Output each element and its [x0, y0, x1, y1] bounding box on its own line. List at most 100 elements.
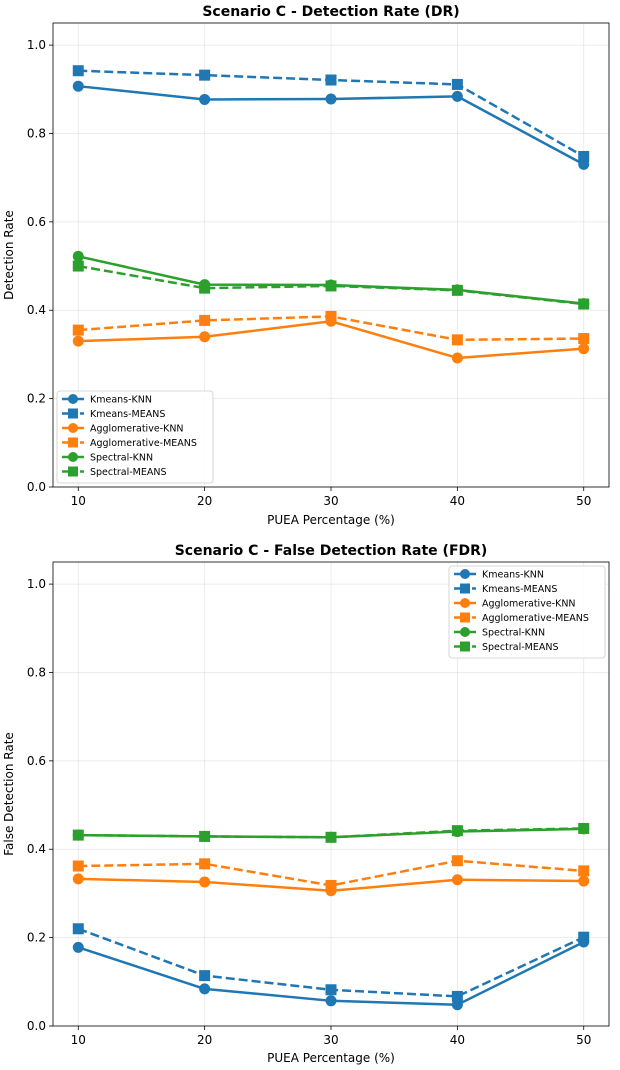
- legend-item: Kmeans-KNN: [454, 569, 544, 581]
- y-tick-label: 0.2: [27, 392, 46, 406]
- data-point: [325, 879, 337, 891]
- data-point: [199, 282, 211, 294]
- data-point: [199, 970, 211, 982]
- data-point: [578, 875, 590, 887]
- y-tick-label: 0.8: [27, 665, 46, 679]
- legend-item: Agglomerative-KNN: [62, 423, 184, 435]
- legend-label: Agglomerative-KNN: [90, 424, 184, 435]
- legend: Kmeans-KNN Kmeans-MEANS Agglomerative-KNN A…: [56, 390, 214, 484]
- x-axis-label: PUEA Percentage (%): [267, 513, 395, 527]
- y-tick-label: 0.0: [27, 480, 46, 494]
- legend-item: Spectral-KNN: [454, 627, 545, 639]
- data-point: [451, 999, 463, 1011]
- data-point: [325, 984, 337, 996]
- legend-label: Agglomerative-MEANS: [482, 613, 589, 624]
- data-point: [72, 65, 84, 77]
- data-point: [199, 331, 211, 343]
- data-point: [199, 69, 211, 81]
- data-point: [578, 931, 590, 943]
- data-point: [325, 74, 337, 86]
- legend-box: [448, 565, 606, 659]
- series-kmeans-knn: [72, 936, 590, 1011]
- data-point: [72, 873, 84, 885]
- data-point: [199, 830, 211, 842]
- legend-item: Agglomerative-KNN: [454, 598, 576, 610]
- data-point: [199, 93, 211, 105]
- data-point: [578, 333, 590, 345]
- series-kmeans-means: [72, 65, 590, 162]
- series-kmeans-knn: [72, 80, 590, 170]
- x-tick-label: 50: [576, 494, 591, 508]
- y-tick-label: 0.6: [27, 215, 46, 229]
- x-axis-label: PUEA Percentage (%): [267, 1051, 395, 1065]
- legend-item: Spectral-MEANS: [454, 641, 558, 653]
- legend-item: Kmeans-MEANS: [62, 408, 165, 420]
- data-point: [325, 995, 337, 1007]
- legend-item: Kmeans-KNN: [62, 394, 152, 406]
- legend-marker: [460, 569, 470, 579]
- y-tick-label: 0.8: [27, 126, 46, 140]
- y-tick-label: 0.4: [27, 303, 46, 317]
- data-point: [199, 983, 211, 995]
- data-point: [72, 860, 84, 872]
- data-point: [72, 941, 84, 953]
- y-tick-label: 1.0: [27, 577, 46, 591]
- legend-box: [56, 390, 214, 484]
- data-point: [578, 822, 590, 834]
- data-point: [325, 831, 337, 843]
- legend: Kmeans-KNN Kmeans-MEANS Agglomerative-KNN A…: [448, 565, 606, 659]
- legend-marker: [460, 627, 470, 637]
- legend-marker: [460, 641, 470, 652]
- legend-marker: [68, 423, 78, 433]
- data-point: [578, 865, 590, 877]
- data-point: [451, 90, 463, 102]
- data-point: [72, 80, 84, 92]
- data-point: [578, 150, 590, 162]
- legend-label: Spectral-MEANS: [90, 467, 166, 478]
- data-point: [578, 298, 590, 310]
- data-point: [451, 284, 463, 296]
- legend-item: Kmeans-MEANS: [454, 583, 557, 595]
- legend-label: Kmeans-MEANS: [482, 584, 557, 595]
- legend-label: Kmeans-MEANS: [90, 409, 165, 420]
- y-tick-label: 0.4: [27, 842, 46, 856]
- legend-label: Agglomerative-KNN: [482, 599, 576, 610]
- data-point: [451, 334, 463, 346]
- chart-1: Scenario C - Detection Rate (DR) 10 20 30 40…: [2, 4, 610, 527]
- data-point: [451, 855, 463, 867]
- data-point: [199, 314, 211, 326]
- legend-label: Spectral-MEANS: [482, 642, 558, 653]
- series-agglomerative-means: [72, 855, 590, 891]
- x-tick-label: 40: [450, 494, 465, 508]
- x-tick-label: 10: [71, 494, 86, 508]
- y-axis-label: Detection Rate: [2, 210, 16, 300]
- data-point: [72, 324, 84, 336]
- data-point: [325, 310, 337, 322]
- legend-label: Spectral-KNN: [482, 628, 545, 639]
- legend-item: Spectral-KNN: [62, 452, 153, 464]
- x-tick-label: 40: [450, 1033, 465, 1047]
- chart-title: Scenario C - Detection Rate (DR): [202, 4, 459, 20]
- y-tick-label: 0.0: [27, 1019, 46, 1033]
- chart-2: Scenario C - False Detection Rate (FDR) 1…: [2, 543, 610, 1065]
- legend-marker: [68, 408, 78, 419]
- legend-label: Spectral-KNN: [90, 453, 153, 464]
- data-point: [325, 93, 337, 105]
- series-spectral-means: [72, 822, 590, 843]
- data-point: [451, 78, 463, 90]
- x-tick-label: 10: [71, 1033, 86, 1047]
- x-tick-label: 30: [323, 494, 338, 508]
- legend-marker: [460, 612, 470, 623]
- data-point: [451, 825, 463, 837]
- data-point: [325, 280, 337, 292]
- data-point: [72, 335, 84, 347]
- y-tick-label: 0.2: [27, 931, 46, 945]
- y-axis-label: False Detection Rate: [2, 732, 16, 856]
- data-point: [451, 352, 463, 364]
- x-tick-label: 30: [323, 1033, 338, 1047]
- x-tick-label: 20: [197, 494, 212, 508]
- legend-label: Kmeans-KNN: [482, 570, 544, 581]
- data-point: [578, 343, 590, 355]
